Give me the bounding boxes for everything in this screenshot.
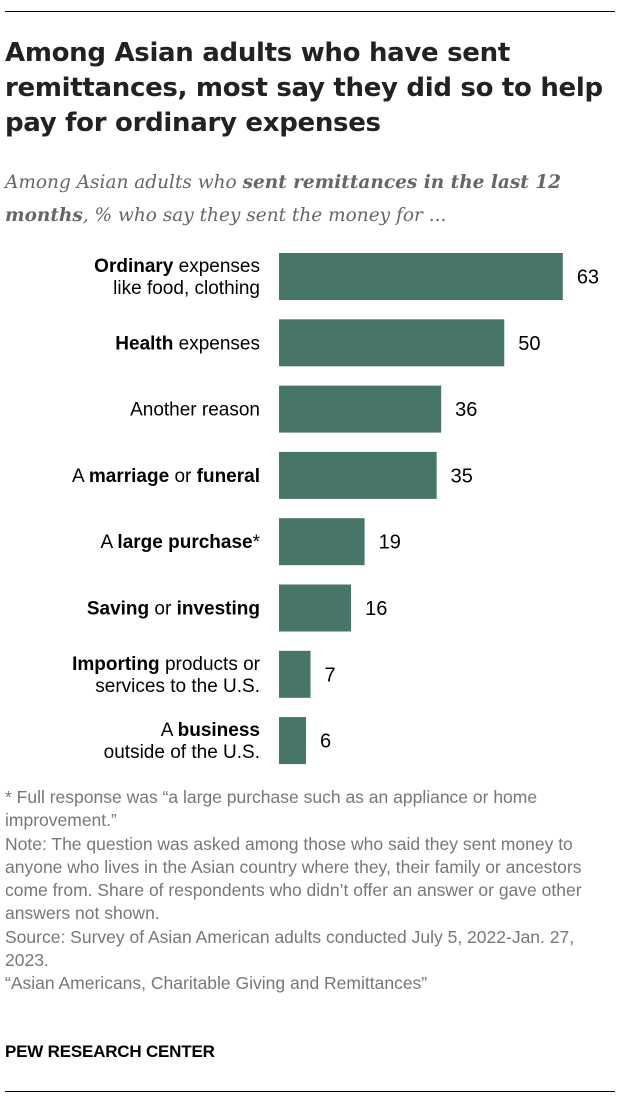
bar-0	[279, 253, 563, 300]
value-label-3: 35	[451, 465, 473, 487]
category-label-4: A large purchase*	[101, 532, 261, 553]
category-label-5: Saving or investing	[87, 599, 260, 620]
chart-subtitle: Among Asian adults who sent remittances …	[5, 166, 617, 232]
category-label-2: Another reason	[130, 400, 260, 421]
bar-2	[279, 385, 442, 433]
subtitle-bold: sent remittances in the last 12 months	[5, 172, 562, 226]
bar-1	[279, 319, 505, 367]
bar-4	[279, 518, 365, 566]
subtitle-suffix: , % who say they sent the money for ...	[82, 205, 447, 226]
top-rule	[5, 11, 615, 12]
pew-credit: PEW RESEARCH CENTER	[5, 1042, 215, 1061]
value-label-0: 63	[577, 267, 599, 289]
value-label-5: 16	[365, 598, 387, 620]
bar-3	[279, 451, 437, 499]
bar-7	[279, 717, 307, 765]
note-text: Note: The question was asked among those…	[5, 833, 582, 924]
source-text: Source: Survey of Asian American adults …	[5, 926, 575, 971]
subtitle-prefix: Among Asian adults who	[5, 172, 243, 193]
value-label-4: 19	[379, 532, 401, 554]
chart-notes: * Full response was “a large purchase su…	[5, 786, 595, 996]
footnote: * Full response was “a large purchase su…	[5, 787, 538, 831]
report-title: “Asian Americans, Charitable Giving and …	[5, 973, 428, 994]
value-label-1: 50	[518, 333, 540, 355]
chart-title: Among Asian adults who have sent remitta…	[5, 38, 603, 138]
category-label-6: Importing products or services to the U.S…	[72, 654, 261, 697]
bottom-rule	[5, 1091, 615, 1092]
category-label-1: Health expenses	[115, 333, 260, 354]
bar-chart: 63 Ordinary expenses like food, clothing 50…	[72, 253, 599, 765]
category-label-7: A business outside of the U.S.	[104, 720, 260, 763]
value-label-6: 7	[325, 664, 336, 686]
category-label-0: Ordinary expenses like food, clothing	[94, 256, 260, 299]
bar-6	[279, 650, 311, 698]
category-label-3: A marriage or funeral	[72, 466, 260, 487]
value-label-2: 36	[455, 399, 477, 421]
value-label-7: 6	[320, 731, 331, 753]
bar-5	[279, 584, 352, 632]
